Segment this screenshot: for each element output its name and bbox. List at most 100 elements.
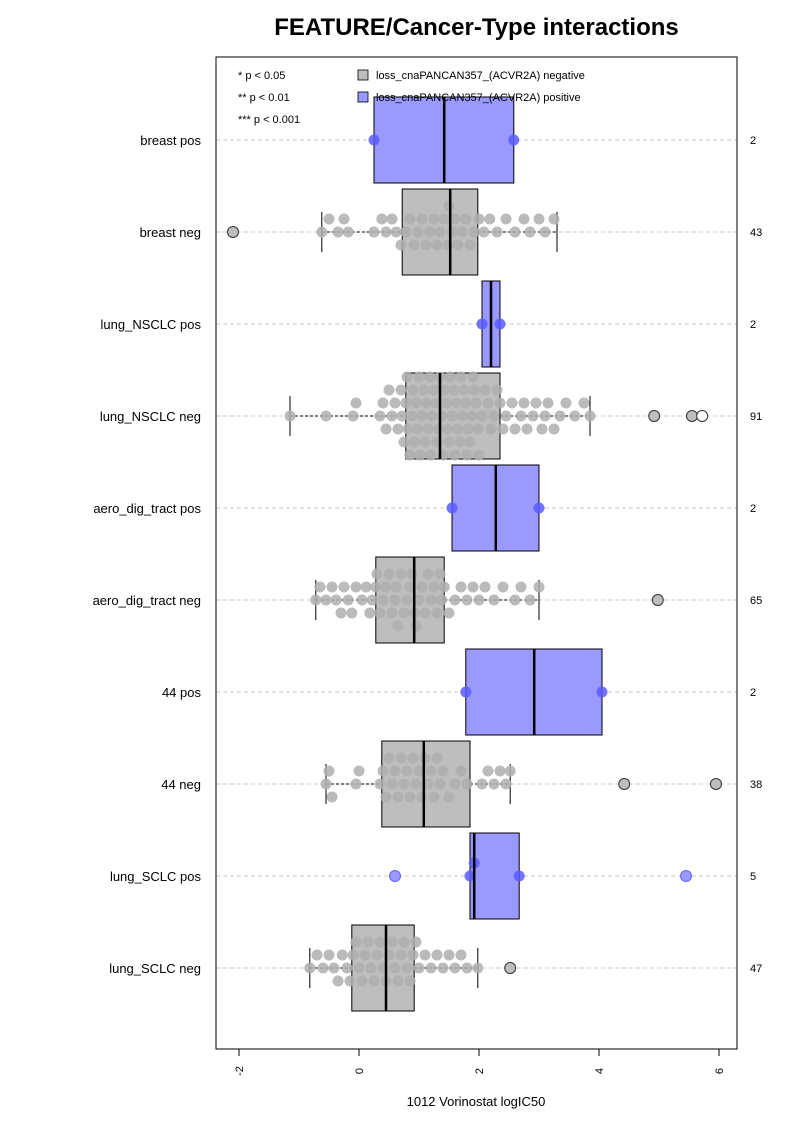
point-lung-sclc-neg [374,936,386,948]
point-lung-nsclc-neg [494,397,506,409]
group-label-lung-nsclc-pos: lung_NSCLC pos [101,317,202,332]
point-lung-nsclc-neg [395,384,407,396]
point-44-pos [596,686,608,698]
point-aero-dig-tract-neg [436,594,448,606]
point-aero-dig-tract-neg [509,594,521,606]
point-breast-neg [524,226,536,238]
point-breast-neg [412,226,424,238]
point-aero-dig-tract-neg [533,581,545,593]
point-aero-dig-tract-neg [497,581,509,593]
legend-label-positive: loss_cnaPANCAN357_(ACVR2A) positive [376,92,581,104]
point-aero-dig-tract-neg [320,594,332,606]
point-lung-sclc-neg [443,949,455,961]
point-lung-sclc-neg [323,949,335,961]
point-lung-sclc-neg [344,975,356,987]
point-aero-dig-tract-neg [443,607,455,619]
outlier-aero-dig-tract-neg [651,594,664,606]
point-lung-nsclc-neg [539,410,551,422]
point-lung-nsclc-neg [426,410,438,422]
point-breast-neg [380,226,392,238]
point-lung-nsclc-neg [406,410,418,422]
group-n-44-pos: 2 [750,687,756,699]
point-lung-nsclc-neg [446,410,458,422]
point-aero-dig-tract-pos [446,502,458,514]
point-lung-sclc-neg [455,949,467,961]
point-lung-nsclc-neg [527,410,539,422]
point-44-neg [386,778,398,790]
point-lung-sclc-neg [362,936,374,948]
point-breast-neg [468,226,480,238]
group-label-breast-neg: breast neg [140,225,201,240]
point-44-neg [323,765,335,777]
point-breast-neg [491,226,503,238]
point-lung-nsclc-neg [548,423,560,435]
point-44-neg [410,778,422,790]
point-breast-neg [408,239,420,251]
point-44-neg [504,765,516,777]
group-labels: breast pos breast neg lung_NSCLC pos lung_N… [93,133,202,976]
point-aero-dig-tract-neg [326,581,338,593]
group-label-lung-sclc-pos: lung_SCLC pos [110,869,202,884]
outlier-44-neg [710,778,722,790]
point-lung-nsclc-neg [584,410,596,422]
point-aero-dig-tract-neg [366,594,378,606]
point-breast-neg [456,226,468,238]
sig-legend-3: *** p < 0.001 [238,114,300,126]
point-lung-nsclc-neg [416,410,428,422]
point-breast-neg [518,213,530,225]
point-lung-sclc-neg [431,949,443,961]
point-44-neg [320,778,332,790]
point-breast-neg [500,213,512,225]
point-lung-nsclc-neg [485,423,497,435]
point-lung-sclc-neg [419,949,431,961]
point-lung-sclc-neg [347,949,359,961]
point-lung-nsclc-neg [428,384,440,396]
x-tick-label: 2 [474,1068,486,1074]
point-lung-sclc-neg [341,962,353,974]
point-lung-nsclc-neg [380,423,392,435]
point-lung-sclc-neg [401,962,413,974]
point-aero-dig-tract-neg [431,607,443,619]
point-lung-nsclc-neg [392,423,404,435]
point-breast-neg [332,226,344,238]
point-lung-nsclc-neg [408,436,420,448]
point-lung-nsclc-neg [401,371,413,383]
legend-swatch-positive [357,91,369,103]
point-lung-sclc-neg [356,975,368,987]
point-breast-neg [548,213,560,225]
point-lung-sclc-neg [389,962,401,974]
point-lung-sclc-neg [328,962,340,974]
point-lung-nsclc-neg [491,384,503,396]
point-lung-nsclc-neg [414,449,426,461]
point-44-neg [377,765,389,777]
point-lung-sclc-neg [371,949,383,961]
group-label-aero-dig-tract-neg: aero_dig_tract neg [93,593,201,608]
point-lung-nsclc-neg [536,423,548,435]
point-lung-sclc-neg [386,936,398,948]
point-44-neg [422,778,434,790]
sig-legend-2: ** p < 0.01 [238,92,290,104]
point-44-neg [413,765,425,777]
point-lung-nsclc-neg [438,384,450,396]
point-aero-dig-tract-neg [386,607,398,619]
point-aero-dig-tract-neg [479,581,491,593]
point-aero-dig-tract-neg [467,581,479,593]
outlier-lung-nsclc-neg [686,410,698,422]
point-breast-neg [400,226,412,238]
point-aero-dig-tract-neg [404,581,416,593]
point-lung-sclc-pos [513,870,525,882]
point-44-pos [460,686,472,698]
point-lung-nsclc-neg [374,410,386,422]
point-aero-dig-tract-neg [398,607,410,619]
chart-title: FEATURE/Cancer-Type interactions [274,14,679,41]
point-44-neg [425,765,437,777]
point-lung-nsclc-neg [452,423,464,435]
point-breast-neg [509,226,521,238]
point-aero-dig-tract-neg [524,594,536,606]
point-lung-sclc-neg [392,975,404,987]
point-lung-sclc-neg [304,962,316,974]
point-breast-neg [368,226,380,238]
point-breast-neg [464,239,476,251]
point-44-neg [449,778,461,790]
group-label-lung-sclc-neg: lung_SCLC neg [109,961,201,976]
